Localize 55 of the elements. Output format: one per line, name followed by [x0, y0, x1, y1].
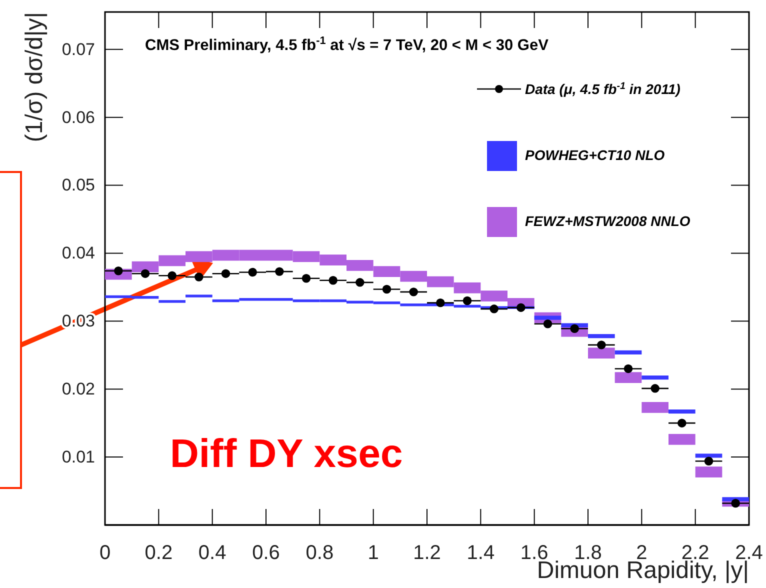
point [382, 284, 392, 294]
bar [668, 409, 696, 414]
point [275, 267, 284, 276]
point [168, 271, 176, 280]
bar [642, 376, 668, 380]
y-tick-label: 0.01 [62, 447, 95, 466]
bar [614, 372, 642, 383]
x-tick-label: 0.2 [144, 542, 173, 564]
point [462, 296, 472, 306]
point [597, 340, 606, 350]
point [678, 418, 686, 428]
y-tick-label: 0.06 [62, 108, 95, 127]
point [436, 298, 445, 308]
x-tick-label: 1.8 [574, 542, 602, 564]
x-tick-label: 1 [368, 542, 379, 564]
bar [695, 454, 722, 458]
text: CMS Preliminary, 4.5 fb$^{-1}$ at √s = 7 TeV, 20 < M < 30 GeV [145, 35, 550, 54]
x-tick-label: 0 [99, 542, 111, 564]
point [409, 288, 418, 296]
bar [695, 466, 722, 478]
bar [534, 316, 562, 320]
point [704, 456, 714, 466]
bar [588, 348, 615, 359]
bar [614, 350, 642, 354]
x-tick-label: 0.8 [306, 542, 334, 564]
y-axis-title: (1/σ) dσ/d|y| [21, 12, 48, 142]
point [328, 276, 338, 285]
bar [588, 334, 615, 338]
x-tick-label: 0.4 [198, 542, 226, 564]
x-tick-label: 1.4 [466, 542, 495, 564]
point [140, 269, 150, 278]
point [543, 320, 552, 328]
y-tick-label: 0.02 [62, 380, 95, 399]
point [302, 274, 311, 283]
bar [668, 434, 696, 445]
point [624, 364, 633, 374]
point [356, 278, 364, 287]
bar [642, 402, 668, 413]
bar [186, 294, 212, 298]
y-tick-label: 0.05 [62, 176, 95, 195]
x-tick-label: 1.2 [413, 542, 441, 564]
y-tick-label: 0.07 [62, 40, 95, 59]
bar [158, 300, 186, 303]
point [650, 384, 660, 393]
x-tick-label: 0.6 [252, 542, 280, 564]
y-tick-label: 0.04 [62, 244, 95, 263]
point [221, 269, 230, 278]
legend-label: Data (μ, 4.5 fb$^{-1}$ in 2011) [525, 80, 681, 97]
legend-label: POWHEG+CT10 NLO [525, 147, 665, 163]
point [731, 498, 740, 508]
annotation: Diff DY xsec [170, 432, 403, 476]
legend-label: FEWZ+MSTW2008 NNLO [525, 213, 690, 229]
point [248, 268, 257, 277]
point [490, 304, 498, 314]
point [194, 272, 204, 282]
